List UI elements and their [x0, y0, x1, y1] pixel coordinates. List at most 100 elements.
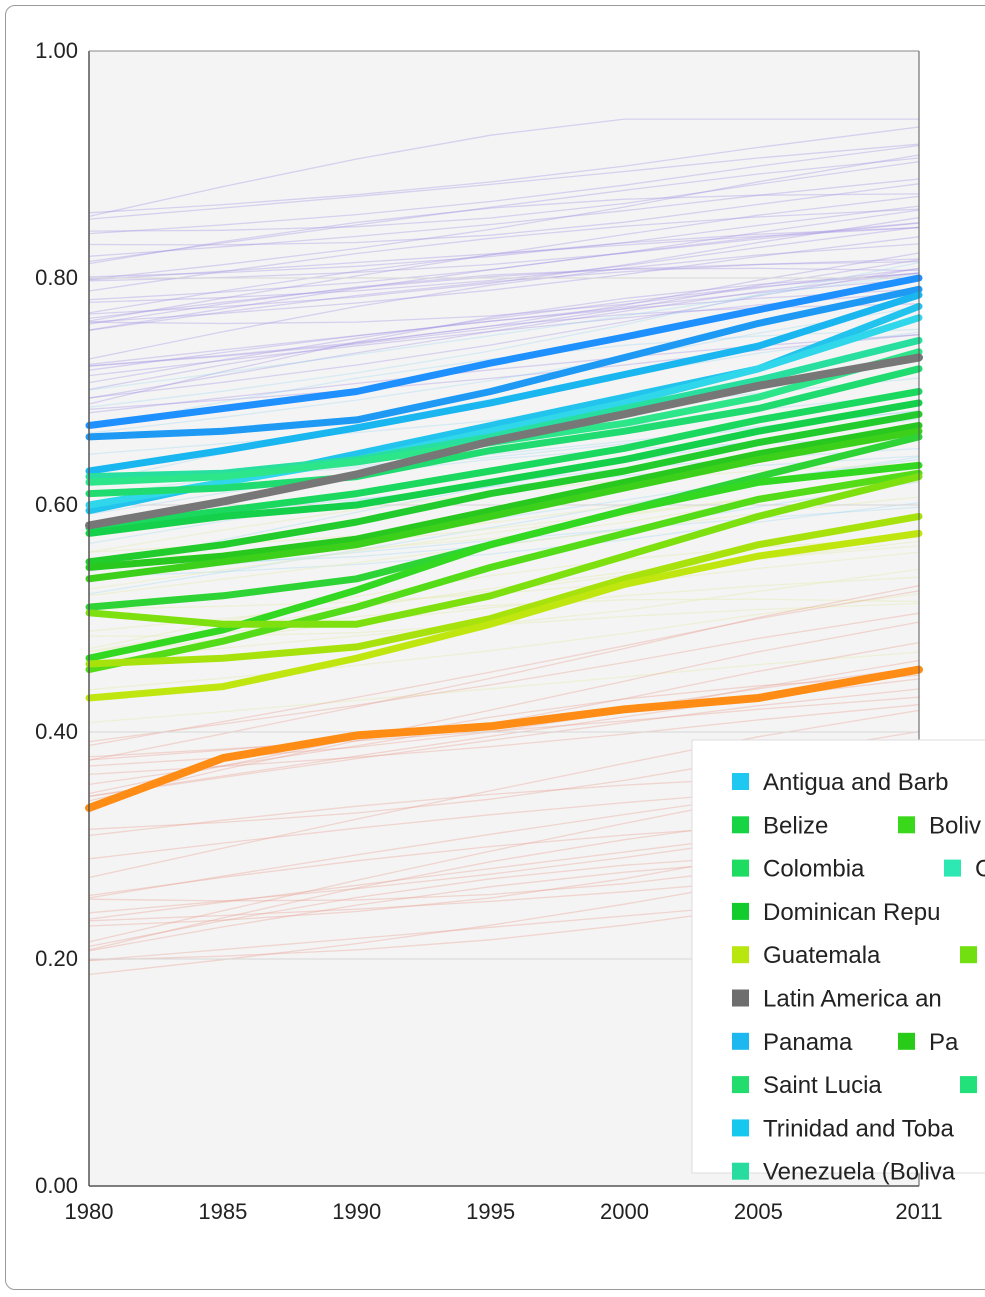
- background-line: [88, 288, 920, 371]
- grid-lines: [89, 277, 919, 960]
- legend-label: Venezuela (Boliva: [763, 1159, 956, 1186]
- background-line: [88, 209, 920, 301]
- background-line: [88, 267, 920, 325]
- background-line: [88, 333, 920, 410]
- legend-swatch: [732, 902, 749, 920]
- background-line: [88, 126, 920, 214]
- x-tick-label: 1995: [466, 1199, 515, 1224]
- series-line-10: [85, 399, 923, 537]
- legend-swatch: [960, 946, 977, 964]
- y-tick-label: 0.40: [35, 719, 78, 744]
- background-line: [88, 226, 920, 281]
- background-line: [88, 328, 920, 429]
- background-line: [88, 217, 920, 315]
- background-line: [88, 585, 920, 761]
- legend-label: Guatemala: [763, 942, 881, 969]
- legend-swatch: [732, 1162, 749, 1180]
- background-line: [88, 144, 920, 235]
- background-line: [88, 260, 920, 320]
- background-line: [88, 278, 920, 366]
- series-line-17: [85, 473, 923, 628]
- series-line-15: [85, 461, 923, 662]
- series-line-19: [85, 529, 923, 702]
- y-tick-label: 0.00: [35, 1173, 78, 1198]
- background-line: [88, 621, 920, 795]
- x-tick-label: 2005: [734, 1199, 783, 1224]
- background-line: [88, 259, 920, 367]
- background-line: [88, 272, 920, 405]
- legend-swatch: [732, 773, 749, 790]
- background-line: [88, 688, 920, 798]
- background-line: [88, 267, 920, 399]
- legend-swatch: [898, 1032, 915, 1050]
- x-tick-label: 1990: [332, 1199, 381, 1224]
- background-line: [88, 709, 920, 879]
- y-tick-label: 1.00: [35, 38, 78, 63]
- series-line-12: [85, 422, 923, 571]
- background-line: [88, 154, 920, 280]
- legend-swatch: [732, 1032, 749, 1050]
- x-tick-labels: 1980 1985 1990 1995 2000 2005 2011: [65, 1199, 943, 1224]
- x-tick-label: 2000: [600, 1199, 649, 1224]
- y-tick-label: 0.20: [35, 946, 78, 971]
- background-line: [88, 590, 920, 747]
- background-line: [88, 226, 920, 304]
- x-tick-label: 1980: [65, 1199, 114, 1224]
- legend-swatch: [898, 816, 915, 834]
- y-tick-labels: 0.00 0.20 0.40 0.60 0.80 1.00: [35, 38, 78, 1198]
- series-lines: [85, 274, 923, 812]
- legend-label: Belize: [763, 812, 828, 839]
- background-line: [88, 193, 920, 265]
- background-line: [88, 696, 920, 758]
- background-line: [88, 195, 920, 322]
- background-line: [88, 272, 920, 399]
- background-line: [88, 118, 919, 218]
- background-line: [88, 222, 920, 331]
- series-line-18: [85, 512, 923, 668]
- series-line-11: [85, 410, 923, 566]
- legend-swatch: [732, 1076, 749, 1094]
- series-line-5: [85, 314, 923, 509]
- background-line: [88, 236, 920, 323]
- series-line-9: [85, 388, 923, 532]
- background-line: [88, 273, 920, 391]
- background-line: [88, 157, 920, 263]
- background-line: [88, 377, 920, 455]
- series-line-8: [85, 365, 923, 498]
- y-tick-label: 0.80: [35, 265, 78, 290]
- legend-label: Pa: [929, 1029, 959, 1056]
- background-line: [88, 502, 920, 578]
- series-line-20: [85, 353, 923, 530]
- legend-label: Boliv: [929, 812, 981, 839]
- legend-label: Panama: [763, 1029, 853, 1056]
- legend-swatch: [732, 859, 749, 877]
- legend-label: Antigua and Barb: [763, 769, 948, 796]
- legend-label: Trinidad and Toba: [763, 1115, 954, 1142]
- background-line: [88, 205, 920, 278]
- legend-swatch: [732, 946, 749, 964]
- legend-label: Dominican Repu: [763, 899, 940, 926]
- legend-swatch: [732, 1119, 749, 1137]
- legend-label: Latin America an: [763, 986, 942, 1013]
- background-line: [88, 226, 920, 314]
- background-line: [88, 593, 920, 691]
- legend-swatch: [732, 816, 749, 834]
- background-line: [88, 267, 920, 325]
- legend-label: C: [975, 856, 985, 883]
- background-line: [88, 143, 920, 220]
- background-line: [88, 674, 920, 802]
- background-line: [88, 178, 920, 257]
- background-line: [88, 243, 920, 360]
- background-line: [88, 161, 920, 232]
- background-line: [88, 306, 920, 434]
- series-line-13: [85, 427, 923, 583]
- legend-swatch: [944, 859, 961, 877]
- background-line: [88, 651, 920, 724]
- y-tick-label: 0.60: [35, 492, 78, 517]
- background-line: [88, 252, 920, 367]
- background-line: [88, 291, 920, 377]
- background-line: [88, 261, 920, 408]
- x-tick-label: 2011: [895, 1199, 942, 1224]
- legend-swatch: [732, 989, 749, 1007]
